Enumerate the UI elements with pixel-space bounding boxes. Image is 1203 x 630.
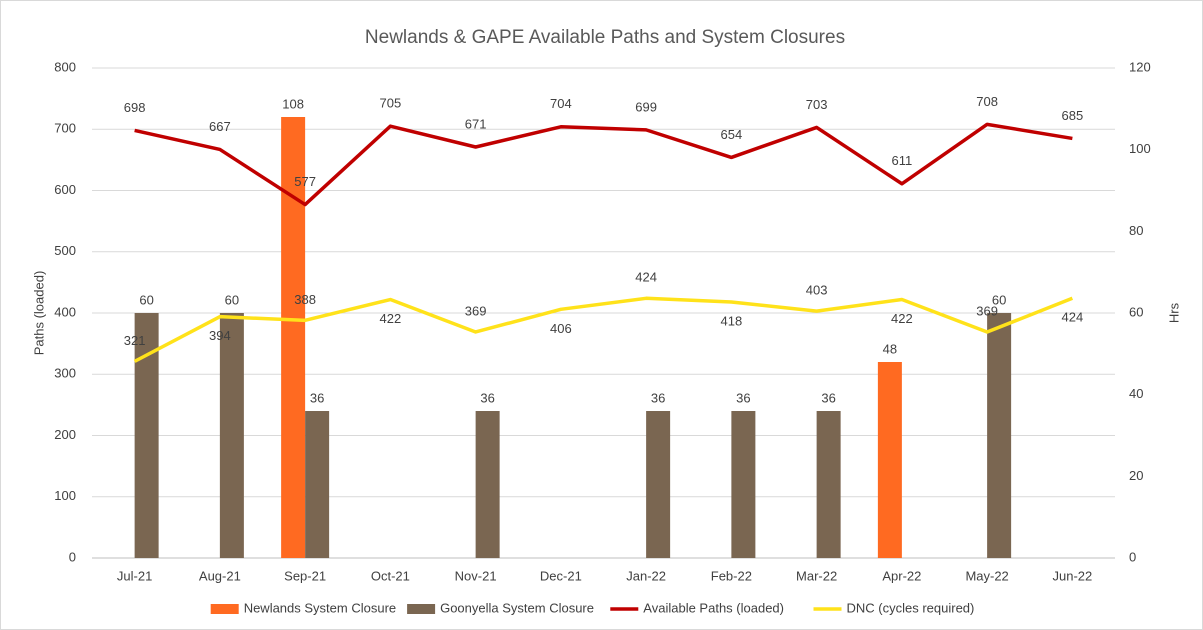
data-label: 698 bbox=[124, 100, 146, 115]
data-label: 703 bbox=[806, 97, 828, 112]
y-tick-label: 100 bbox=[54, 488, 76, 503]
bar bbox=[877, 362, 902, 558]
x-tick-label: Feb-22 bbox=[711, 568, 752, 583]
legend-label: Newlands System Closure bbox=[244, 600, 396, 615]
y2-tick-label: 80 bbox=[1129, 223, 1143, 238]
data-label: 48 bbox=[883, 341, 897, 356]
legend-swatch bbox=[407, 604, 436, 614]
y2-axis-label: Hrs bbox=[1166, 302, 1181, 323]
y-axis-label: Paths (loaded) bbox=[31, 271, 46, 356]
bar bbox=[475, 411, 500, 558]
data-label: 321 bbox=[124, 333, 146, 348]
data-label: 36 bbox=[651, 390, 665, 405]
legend-label: DNC (cycles required) bbox=[847, 600, 975, 615]
x-tick-label: Apr-22 bbox=[882, 568, 921, 583]
x-tick-label: Sep-21 bbox=[284, 568, 326, 583]
data-label: 60 bbox=[992, 292, 1006, 307]
data-label: 705 bbox=[380, 96, 402, 111]
data-label: 422 bbox=[380, 311, 402, 326]
y2-tick-label: 120 bbox=[1129, 59, 1151, 74]
bar bbox=[816, 411, 841, 558]
x-tick-label: Jan-22 bbox=[626, 568, 666, 583]
data-label: 394 bbox=[209, 328, 231, 343]
x-tick-label: Nov-21 bbox=[455, 568, 497, 583]
x-tick-label: Dec-21 bbox=[540, 568, 582, 583]
chart-title: Newlands & GAPE Available Paths and Syst… bbox=[365, 27, 845, 48]
data-label: 577 bbox=[294, 174, 316, 189]
legend-label: Available Paths (loaded) bbox=[643, 600, 784, 615]
data-label: 611 bbox=[892, 153, 913, 168]
bar bbox=[646, 411, 671, 558]
y2-tick-label: 40 bbox=[1129, 386, 1143, 401]
legend-swatch bbox=[210, 604, 239, 614]
y2-tick-label: 0 bbox=[1129, 549, 1136, 564]
line bbox=[134, 122, 1073, 207]
x-tick-label: Mar-22 bbox=[796, 568, 837, 583]
y-tick-label: 200 bbox=[54, 427, 76, 442]
data-label: 60 bbox=[225, 292, 239, 307]
x-tick-label: Aug-21 bbox=[199, 568, 241, 583]
y-tick-label: 700 bbox=[54, 121, 76, 136]
data-label: 654 bbox=[721, 127, 743, 142]
y-tick-label: 800 bbox=[54, 59, 76, 74]
line bbox=[133, 296, 1074, 363]
y2-tick-label: 60 bbox=[1129, 304, 1143, 319]
data-label: 36 bbox=[480, 390, 494, 405]
data-label: 424 bbox=[1062, 310, 1084, 325]
data-label: 704 bbox=[550, 96, 572, 111]
y2-tick-label: 20 bbox=[1129, 468, 1143, 483]
x-tick-label: Jun-22 bbox=[1053, 568, 1093, 583]
data-label: 699 bbox=[635, 99, 657, 114]
data-label: 424 bbox=[635, 270, 657, 285]
data-label: 671 bbox=[465, 116, 487, 131]
data-label: 403 bbox=[806, 283, 828, 298]
data-label: 36 bbox=[310, 390, 324, 405]
data-label: 108 bbox=[282, 96, 304, 111]
y-tick-label: 0 bbox=[69, 549, 76, 564]
data-label: 708 bbox=[976, 94, 998, 109]
y-tick-label: 300 bbox=[54, 366, 76, 381]
data-label: 388 bbox=[294, 292, 316, 307]
data-label: 422 bbox=[891, 311, 913, 326]
data-label: 36 bbox=[821, 390, 835, 405]
legend-label: Goonyella System Closure bbox=[440, 600, 594, 615]
x-tick-label: Jul-21 bbox=[117, 568, 152, 583]
bar bbox=[305, 411, 330, 558]
y-tick-label: 400 bbox=[54, 304, 76, 319]
data-label: 60 bbox=[139, 292, 153, 307]
bar bbox=[219, 313, 244, 558]
y2-tick-label: 100 bbox=[1129, 141, 1151, 156]
x-tick-label: Oct-21 bbox=[371, 568, 410, 583]
y-tick-label: 600 bbox=[54, 182, 76, 197]
data-label: 369 bbox=[976, 303, 998, 318]
y-tick-label: 500 bbox=[54, 243, 76, 258]
data-label: 667 bbox=[209, 119, 231, 134]
bar bbox=[987, 313, 1012, 558]
bar bbox=[731, 411, 756, 558]
data-label: 685 bbox=[1062, 108, 1084, 123]
data-label: 36 bbox=[736, 390, 750, 405]
data-label: 406 bbox=[550, 321, 572, 336]
data-label: 369 bbox=[465, 303, 487, 318]
x-tick-label: May-22 bbox=[965, 568, 1008, 583]
data-label: 418 bbox=[721, 313, 743, 328]
